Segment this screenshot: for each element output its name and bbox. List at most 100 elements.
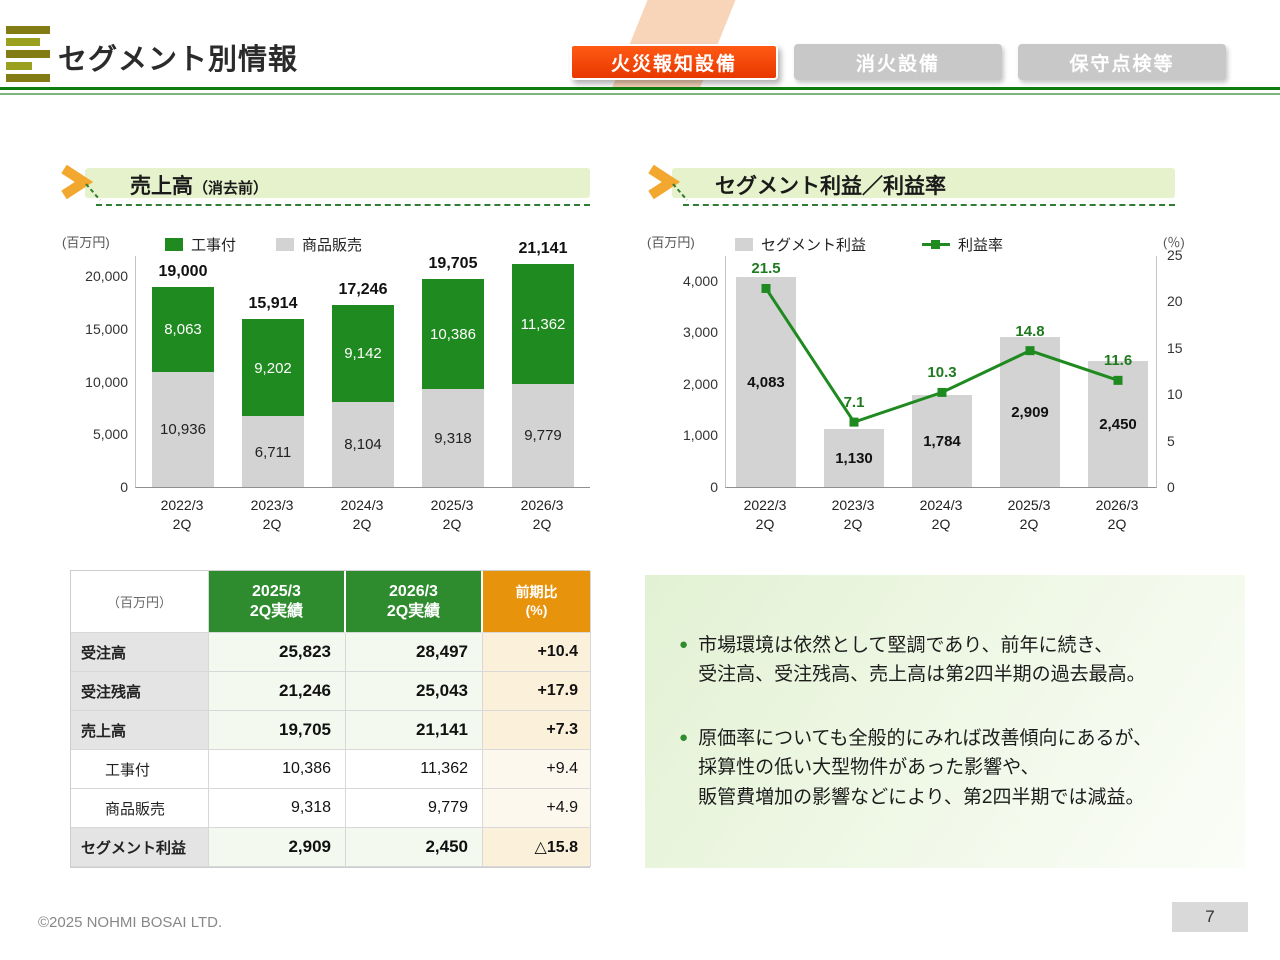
bar-value-label: 10,936: [160, 421, 206, 439]
notes-panel: ● 市場環境は依然として堅調であり、前年に続き、 受注高、受注残高、売上高は第2四…: [645, 575, 1245, 868]
y-tick-label-right: 25: [1167, 247, 1183, 263]
bar-value-label: 9,202: [254, 359, 292, 377]
footer-copyright: ©2025 NOHMI BOSAI LTD.: [38, 914, 223, 931]
table-cell-2026: 25,043: [346, 672, 483, 711]
table-header-cell: 2026/3 2Q実績: [346, 571, 483, 633]
table-cell-yoy: +10.4: [483, 633, 591, 672]
profit-bar-label: 1,130: [835, 449, 873, 467]
profit-plot: 4,083 21.5 1,130 7.1 1,784 10.3 2,909 14.8 2,450…: [725, 256, 1157, 488]
arrow-icon: [61, 164, 101, 201]
bar-value-label: 6,711: [254, 443, 292, 461]
y-tick-label-right: 20: [1167, 293, 1183, 310]
table-cell-2026: 11,362: [346, 750, 483, 789]
y-tick-label-left: 1,000: [682, 427, 718, 444]
legend-item: 商品販売: [276, 234, 362, 255]
bar-segment-products: [512, 383, 574, 487]
header-rule-top: [0, 87, 1280, 90]
bar-value-label: 9,318: [434, 429, 472, 447]
table-cell-yoy: +9.4: [483, 750, 591, 789]
table-header-cell: 2025/3 2Q実績: [209, 571, 346, 633]
rate-label: 10.3: [927, 364, 957, 382]
profit-bar: [912, 395, 972, 487]
page-title: セグメント別情報: [58, 44, 299, 76]
tab-3[interactable]: 保守点検等: [1018, 44, 1226, 80]
y-tick-label-right: 5: [1167, 432, 1175, 449]
bar-segment-products: [422, 388, 484, 487]
profit-chart: (百万円) (％) 4,083 21.5 1,130 7.1 1,784 10.3 2,90…: [645, 228, 1257, 540]
table-cell-2026: 21,141: [346, 711, 483, 750]
legend-label: 工事付: [191, 237, 237, 254]
logo-bar: [6, 38, 40, 46]
table-row-label: 売上高: [71, 711, 209, 750]
category-label: 2025/3 2Q: [1007, 497, 1051, 532]
nohmi-logo: [6, 26, 50, 82]
profit-bar-label: 2,909: [1011, 404, 1049, 422]
notes-list: ● 市場環境は依然として堅調であり、前年に続き、 受注高、受注残高、売上高は第2四…: [679, 631, 1229, 812]
legend-swatch: [276, 238, 295, 251]
table-header-cell: 前期比 (%): [483, 571, 591, 633]
table-cell-2025: 21,246: [209, 672, 346, 711]
segment-tabs: 火災報知設備 消火設備 保守点検等: [570, 44, 1226, 80]
y-tick-label: 10,000: [85, 373, 128, 390]
y-tick-label-left: 0: [710, 479, 718, 495]
y-tick-label: 15,000: [85, 320, 128, 337]
y-tick-label-right: 10: [1167, 386, 1183, 403]
bar-segment-construction: [242, 319, 304, 417]
logo-bar: [6, 62, 32, 70]
table-cell-2025: 25,823: [209, 633, 346, 672]
tab-2[interactable]: 消火設備: [794, 44, 1002, 80]
table-row-label: 商品販売: [71, 789, 209, 828]
bar-total-label: 21,141: [518, 240, 568, 258]
bullet-icon: ●: [679, 728, 689, 746]
sales-legend: 工事付 商品販売: [165, 234, 362, 255]
dashed-underline: [683, 204, 1175, 206]
bar-segment-products: [152, 371, 214, 487]
profit-section-header: セグメント利益／利益率: [645, 164, 1175, 212]
bar-value-label: 9,779: [524, 427, 562, 445]
bar-value-label: 8,063: [164, 321, 202, 339]
arrow-icon: [648, 164, 688, 201]
bar-segment-products: [332, 401, 394, 487]
unit-label-left: (百万円): [62, 235, 110, 250]
profit-bar-label: 1,784: [923, 433, 961, 451]
note-item: ● 原価率についても全般的にみれば改善傾向にあるが、 採算性の低い大型物件があった…: [679, 724, 1229, 812]
category-label: 2024/3 2Q: [340, 497, 384, 532]
section-banner: [672, 168, 1175, 198]
y-tick-label-left: 2,000: [682, 375, 718, 392]
table-cell-2025: 10,386: [209, 750, 346, 789]
profit-rate-line: [761, 283, 1123, 427]
table-cell-2026: 2,450: [346, 828, 483, 867]
tab-1[interactable]: 火災報知設備: [570, 44, 778, 80]
legend-swatch: [165, 238, 183, 251]
logo-bar: [6, 74, 50, 82]
bar-segment-construction: [152, 286, 214, 372]
category-label: 2026/3 2Q: [1095, 497, 1139, 532]
legend-item: 利益率: [922, 234, 1003, 255]
bar-value-label: 10,386: [430, 325, 476, 343]
table-cell-2026: 9,779: [346, 789, 483, 828]
table-row-label: 受注高: [71, 633, 209, 672]
category-label: 2022/3 2Q: [160, 497, 204, 532]
sales-chart: (百万円) 10,936 8,063 19,000 6,711 9,202 15,914 8…: [60, 228, 605, 540]
table-cell-2026: 28,497: [346, 633, 483, 672]
section-title-text: セグメント利益／利益率: [715, 175, 946, 198]
bar-segment-construction: [332, 305, 394, 402]
section-title: 売上高（消去前）: [130, 170, 268, 200]
rate-label: 11.6: [1103, 352, 1133, 370]
section-title: セグメント利益／利益率: [715, 170, 946, 200]
profit-legend: セグメント利益 利益率: [735, 234, 1003, 255]
section-banner: [85, 168, 590, 198]
results-table: （百万円） 2025/3 2Q実績 2026/3 2Q実績 前期比 (%) 受注高 25,…: [70, 570, 591, 868]
category-label: 2026/3 2Q: [520, 497, 564, 532]
profit-bar: [736, 276, 796, 487]
profit-bar-label: 2,450: [1099, 415, 1137, 433]
profit-bar: [824, 428, 884, 487]
y-tick-label: 5,000: [92, 426, 128, 443]
table-cell-yoy: +17.9: [483, 672, 591, 711]
legend-item: 工事付: [165, 234, 236, 255]
bar-total-label: 15,914: [248, 295, 298, 313]
y-tick-label: 20,000: [85, 268, 128, 285]
bar-segment-construction: [512, 264, 574, 384]
sales-section-header: 売上高（消去前）: [58, 164, 590, 212]
header-rule-bottom: [0, 93, 1280, 95]
